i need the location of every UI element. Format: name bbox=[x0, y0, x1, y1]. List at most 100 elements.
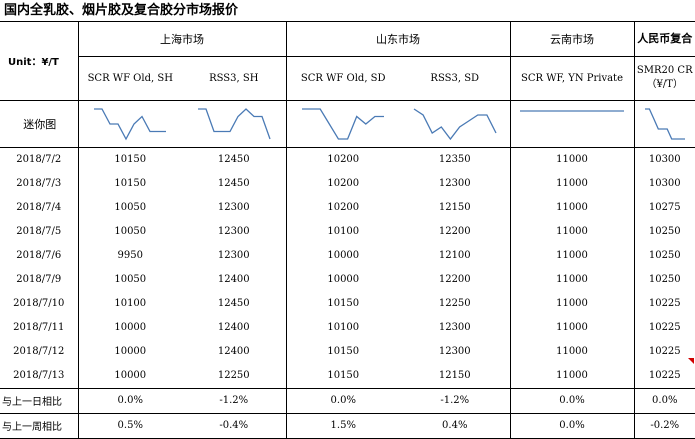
day-change: 0.0% bbox=[78, 387, 182, 413]
sparkline-path bbox=[302, 107, 385, 140]
date-cell: 2018/7/12 bbox=[0, 339, 79, 364]
date-cell: 2018/7/2 bbox=[0, 147, 79, 172]
price-cell: 12150 bbox=[400, 195, 511, 220]
price-cell: 11000 bbox=[510, 171, 635, 196]
price-cell: 11000 bbox=[510, 315, 635, 340]
price-cell: 12250 bbox=[400, 291, 511, 316]
price-cell: 12200 bbox=[400, 219, 511, 244]
price-cell: 12300 bbox=[400, 315, 511, 340]
sparkline bbox=[302, 107, 385, 140]
price-cell: 11000 bbox=[510, 243, 635, 268]
price-cell: 10000 bbox=[114, 370, 147, 381]
week-change: -0.2% bbox=[634, 412, 695, 439]
sparkline-path bbox=[413, 107, 497, 140]
table-row: 2018/7/12 10000 12400 10150 12300 11000 10225 bbox=[0, 339, 695, 364]
price-cell: 11000 bbox=[510, 339, 635, 364]
sparkline-cell bbox=[286, 99, 400, 148]
price-cell: 10100 bbox=[327, 322, 360, 333]
sparkline-cell bbox=[182, 99, 287, 148]
column-header: SCR WF Old, SD bbox=[300, 72, 386, 84]
column-header: SMR20 CR（¥/T） bbox=[636, 65, 693, 90]
price-cell: 12100 bbox=[400, 243, 511, 268]
sparkline-cell bbox=[400, 99, 511, 148]
price-cell: 10225 bbox=[648, 370, 681, 381]
date-cell: 2018/7/10 bbox=[0, 291, 79, 316]
page-title: 国内全乳胶、烟片胶及复合胶分市场报价 bbox=[4, 3, 239, 18]
price-cell: 12400 bbox=[182, 315, 287, 340]
unit-label: Unit：¥/T bbox=[0, 22, 79, 100]
price-cell: 12400 bbox=[182, 267, 287, 292]
price-cell: 10200 bbox=[327, 178, 360, 189]
sparkline-cell bbox=[510, 99, 635, 148]
sparkline bbox=[644, 107, 685, 140]
price-cell: 10150 bbox=[114, 178, 147, 189]
price-cell: 12300 bbox=[400, 171, 511, 196]
sparkline-path bbox=[94, 107, 167, 140]
price-cell: 12450 bbox=[182, 147, 287, 172]
date-cell: 2018/7/3 bbox=[0, 171, 79, 196]
week-change: 0.0% bbox=[510, 412, 635, 439]
price-cell: 10225 bbox=[648, 322, 681, 333]
table-row: 2018/7/13 10000 12250 10150 12150 11000 10225 bbox=[0, 363, 695, 388]
price-cell: 12400 bbox=[182, 339, 287, 364]
price-cell: 12300 bbox=[400, 339, 511, 364]
table-row: 2018/7/4 10050 12300 10200 12150 11000 10275 bbox=[0, 195, 695, 220]
day-change: 0.0% bbox=[634, 387, 695, 413]
sparkline-path bbox=[644, 107, 685, 140]
table-row: 2018/7/6 9950 12300 10000 12100 11000 10250 bbox=[0, 243, 695, 268]
date-cell: 2018/7/5 bbox=[0, 219, 79, 244]
price-cell: 10000 bbox=[327, 250, 360, 261]
week-change: 1.5% bbox=[286, 412, 400, 439]
sparkline bbox=[197, 107, 271, 139]
price-cell: 10050 bbox=[114, 226, 147, 237]
column-header: SCR WF Old, SH bbox=[87, 72, 173, 84]
price-cell: 10275 bbox=[648, 202, 681, 213]
price-cell: 10050 bbox=[114, 274, 147, 285]
price-cell: 11000 bbox=[510, 195, 635, 220]
price-cell: 10000 bbox=[114, 322, 147, 333]
price-cell: 12150 bbox=[400, 363, 511, 388]
price-cell: 9950 bbox=[117, 250, 143, 261]
price-cell: 11000 bbox=[510, 219, 635, 244]
sparkline bbox=[94, 107, 167, 140]
price-cell: 12300 bbox=[182, 243, 287, 268]
column-header: SCR WF, YN Private bbox=[510, 56, 635, 100]
comment-marker bbox=[688, 358, 694, 364]
price-cell: 10100 bbox=[114, 298, 147, 309]
table-row: 2018/7/5 10050 12300 10100 12200 11000 10250 bbox=[0, 219, 695, 244]
price-cell: 10250 bbox=[648, 250, 681, 261]
week-change: -0.4% bbox=[182, 412, 287, 439]
week-change: 0.4% bbox=[400, 412, 511, 439]
group-rmb: 人民币复合 bbox=[634, 22, 695, 57]
column-header: RSS3, SH bbox=[182, 56, 287, 100]
price-cell: 12300 bbox=[182, 195, 287, 220]
price-cell: 10100 bbox=[327, 226, 360, 237]
price-cell: 11000 bbox=[510, 267, 635, 292]
price-cell: 10150 bbox=[327, 346, 360, 357]
sparkline-label: 迷你图 bbox=[0, 99, 79, 148]
price-cell: 12450 bbox=[182, 171, 287, 196]
price-cell: 11000 bbox=[510, 363, 635, 388]
table-row: 2018/7/2 10150 12450 10200 12350 11000 10300 bbox=[0, 147, 695, 172]
sparkline-cell bbox=[78, 99, 182, 148]
price-cell: 10150 bbox=[327, 370, 360, 381]
price-cell: 10050 bbox=[114, 202, 147, 213]
price-table: Unit：¥/T 上海市场 山东市场 云南市场 人民币复合 SCR WF Old… bbox=[0, 22, 695, 439]
column-header: RSS3, SD bbox=[400, 56, 511, 100]
price-cell: 10150 bbox=[114, 154, 147, 165]
date-cell: 2018/7/6 bbox=[0, 243, 79, 268]
price-cell: 10250 bbox=[648, 274, 681, 285]
table-row: 2018/7/9 10050 12400 10000 12200 11000 10250 bbox=[0, 267, 695, 292]
date-cell: 2018/7/11 bbox=[0, 315, 79, 340]
sparkline bbox=[413, 107, 497, 140]
table-row: 2018/7/3 10150 12450 10200 12300 11000 10300 bbox=[0, 171, 695, 196]
week-change: 0.5% bbox=[78, 412, 182, 439]
price-cell: 10150 bbox=[327, 298, 360, 309]
sparkline-cell bbox=[634, 99, 695, 148]
day-change: 0.0% bbox=[510, 387, 635, 413]
price-cell: 10300 bbox=[648, 154, 681, 165]
week-compare-label: 与上一周相比 bbox=[0, 412, 79, 439]
price-cell: 10250 bbox=[648, 226, 681, 237]
day-change: 0.0% bbox=[286, 387, 400, 413]
group-shandong: 山东市场 bbox=[286, 22, 511, 57]
